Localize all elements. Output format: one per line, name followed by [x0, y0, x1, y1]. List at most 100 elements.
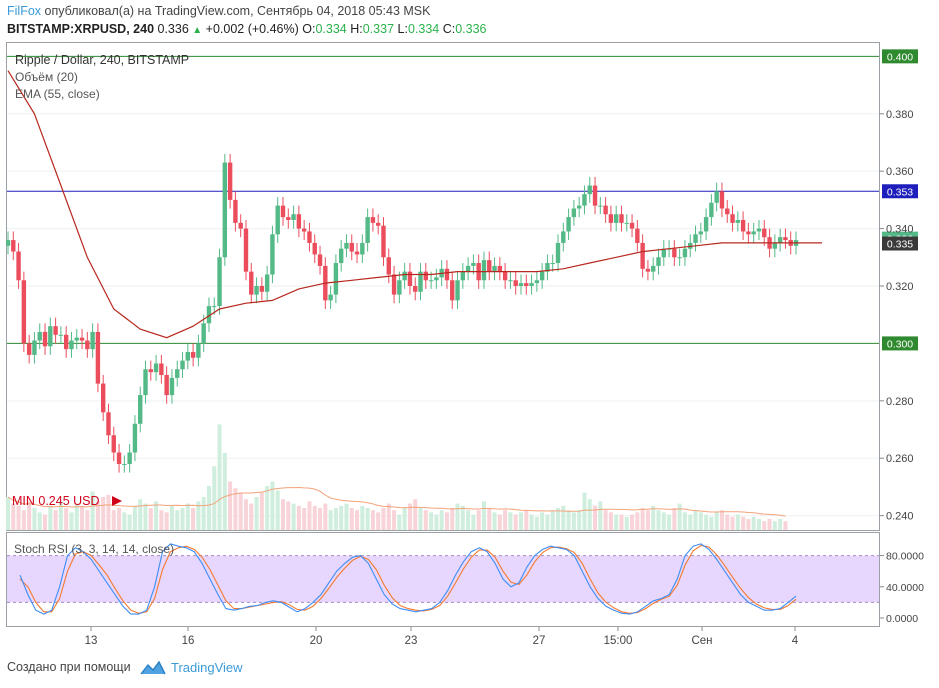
- volume-bar: [228, 481, 233, 530]
- volume-bar: [275, 490, 280, 530]
- volume-bar: [693, 510, 698, 530]
- volume-bar: [307, 501, 312, 530]
- candle-body: [100, 383, 106, 413]
- volume-bar: [534, 516, 539, 530]
- volume-bar: [645, 510, 650, 530]
- high-label: H:: [350, 22, 363, 36]
- candle-body: [783, 237, 788, 241]
- footer-text: Создано при помощи: [7, 660, 131, 674]
- volume-bar: [206, 486, 211, 530]
- low-value: 0.334: [407, 22, 440, 36]
- volume-bar: [333, 508, 338, 530]
- candle-body: [592, 185, 598, 206]
- volume-bar: [74, 503, 79, 530]
- candle-body: [344, 242, 349, 249]
- horizontal-levels: [7, 55, 879, 344]
- price-tick-label: 0.380: [886, 109, 914, 121]
- candle-body: [275, 205, 280, 235]
- candle-body: [286, 217, 291, 220]
- volume-bar: [746, 519, 751, 530]
- open-value: 0.334: [315, 22, 347, 36]
- volume-bar: [339, 505, 344, 530]
- candle-body: [772, 242, 778, 249]
- legend-volume: Объём (20): [15, 70, 78, 84]
- candle-body: [180, 360, 185, 370]
- volume-bar: [667, 514, 672, 530]
- candle-body: [661, 248, 666, 258]
- candle-body: [143, 369, 148, 396]
- candle-body: [450, 280, 455, 301]
- volume-bar: [143, 503, 148, 530]
- candle-body: [640, 242, 645, 269]
- candle-body: [201, 323, 206, 344]
- candle-body: [291, 214, 296, 220]
- candle-body: [539, 271, 545, 281]
- candle-body: [312, 242, 317, 255]
- candle-body: [301, 228, 307, 232]
- candle-body: [122, 463, 127, 465]
- candle-body: [703, 217, 709, 232]
- candle-body: [222, 162, 228, 258]
- volume-bar: [783, 521, 788, 530]
- volume-bar: [624, 516, 629, 530]
- time-tick-label: 23: [405, 635, 418, 647]
- candle-body: [550, 263, 555, 265]
- candle-body: [90, 331, 95, 350]
- stoch-d-line: [19, 544, 797, 614]
- volume-bar: [545, 514, 550, 530]
- candle-body: [349, 242, 354, 252]
- volume-bar: [254, 497, 259, 530]
- candle-body: [338, 248, 344, 264]
- tradingview-logo-icon[interactable]: [140, 659, 166, 677]
- volume-bar: [318, 508, 323, 530]
- close-value: 0.336: [455, 22, 487, 36]
- candle-body: [635, 228, 640, 243]
- candle-body: [608, 214, 614, 223]
- volume-bar: [111, 510, 116, 530]
- volume-bar: [497, 514, 502, 530]
- candle-body: [587, 185, 592, 195]
- candle-body: [270, 234, 275, 275]
- volume-bar: [323, 503, 328, 530]
- candle-body: [428, 280, 434, 282]
- tradingview-link[interactable]: TradingView: [171, 660, 243, 675]
- price-axis[interactable]: [880, 42, 939, 626]
- volume-bar: [593, 505, 598, 530]
- candle-body: [613, 214, 619, 223]
- ema-line: [7, 70, 822, 339]
- volume-bar: [386, 503, 391, 530]
- chart-header: FilFox опубликовал(а) на TradingView.com…: [0, 0, 939, 42]
- volume-bar: [444, 512, 449, 530]
- candle-body: [735, 219, 741, 223]
- candle-body: [746, 231, 751, 235]
- candle-body: [524, 283, 529, 286]
- stoch-k-line: [19, 543, 797, 615]
- volume-bar: [169, 505, 174, 530]
- volume-bar: [487, 508, 492, 530]
- level-badge-bg: [882, 184, 918, 199]
- candle-body: [296, 214, 302, 229]
- volume-bar: [117, 508, 122, 530]
- candle-body: [487, 260, 492, 272]
- candle-body: [196, 343, 201, 358]
- candle-body: [651, 265, 656, 272]
- volume-bar: [661, 512, 666, 530]
- volume-bar: [508, 512, 513, 530]
- time-tick-label: 20: [310, 635, 323, 647]
- volume-bar: [471, 514, 476, 530]
- symbol-line: BITSTAMP:XRPUSD, 240 0.336 ▲ +0.002 (+0.…: [7, 22, 486, 36]
- low-label: L:: [397, 22, 408, 36]
- volume-bar: [476, 510, 481, 530]
- open-label: O:: [302, 22, 316, 36]
- volume-bar: [328, 510, 333, 530]
- candle-body: [116, 452, 122, 464]
- candle-body: [185, 352, 191, 361]
- volume-bar: [762, 521, 767, 530]
- author-link[interactable]: FilFox: [7, 4, 42, 18]
- volume-bar: [503, 510, 508, 530]
- candle-body: [418, 271, 423, 292]
- volume-bar: [365, 508, 370, 530]
- volume-bar: [513, 514, 518, 530]
- volume-bar: [43, 514, 48, 530]
